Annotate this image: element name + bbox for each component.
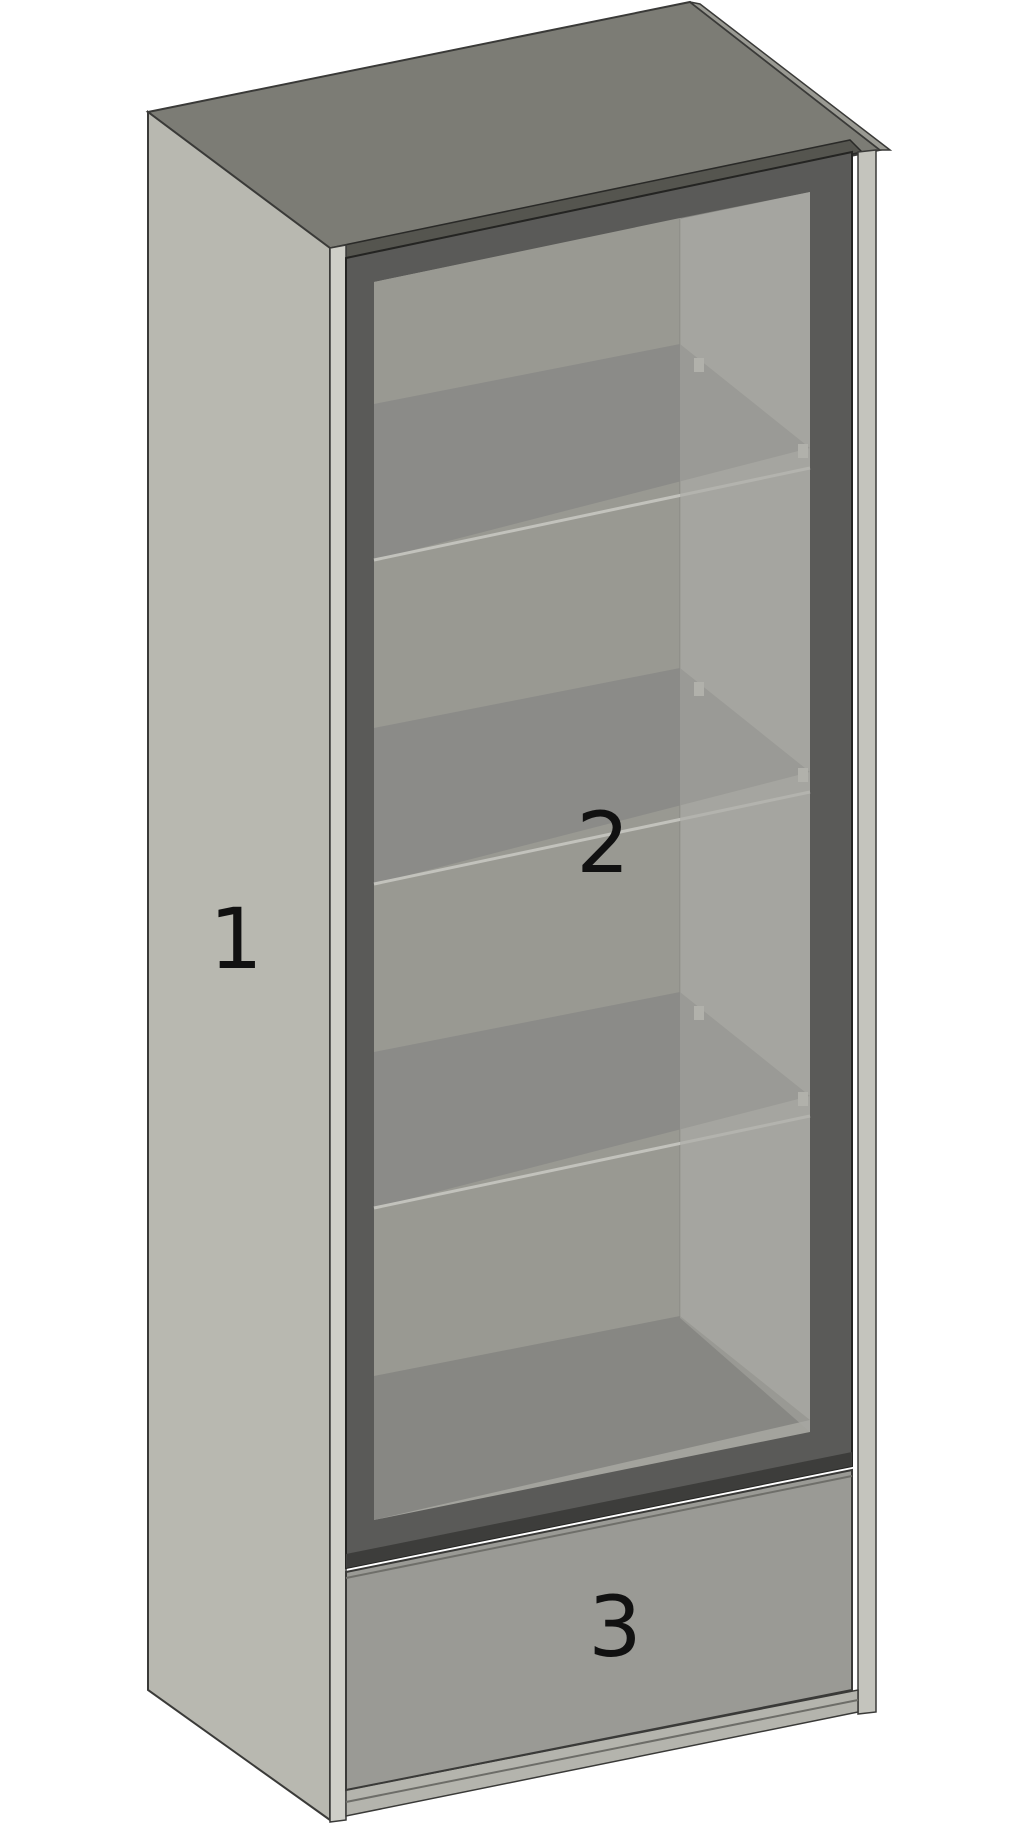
cabinet-interior-floor <box>374 1316 810 1520</box>
callout-label-glass-door: 2 <box>576 794 629 892</box>
door-bottom-rail <box>346 1452 852 1568</box>
callout-label-drawer: 3 <box>588 1578 641 1676</box>
drawer-front[interactable] <box>345 1468 853 1792</box>
drawer-top-gap <box>345 1475 853 1579</box>
callout-label-side-panel: 1 <box>209 890 262 988</box>
cabinet-right-front-edge <box>857 149 877 1715</box>
cabinet-left-front-edge <box>329 244 347 1823</box>
cabinet-bottom-edge-line <box>345 1699 859 1803</box>
cabinet-right-inner-wall <box>680 192 810 1432</box>
cabinet-back-post <box>689 1 893 151</box>
glass-door[interactable] <box>373 192 811 1520</box>
